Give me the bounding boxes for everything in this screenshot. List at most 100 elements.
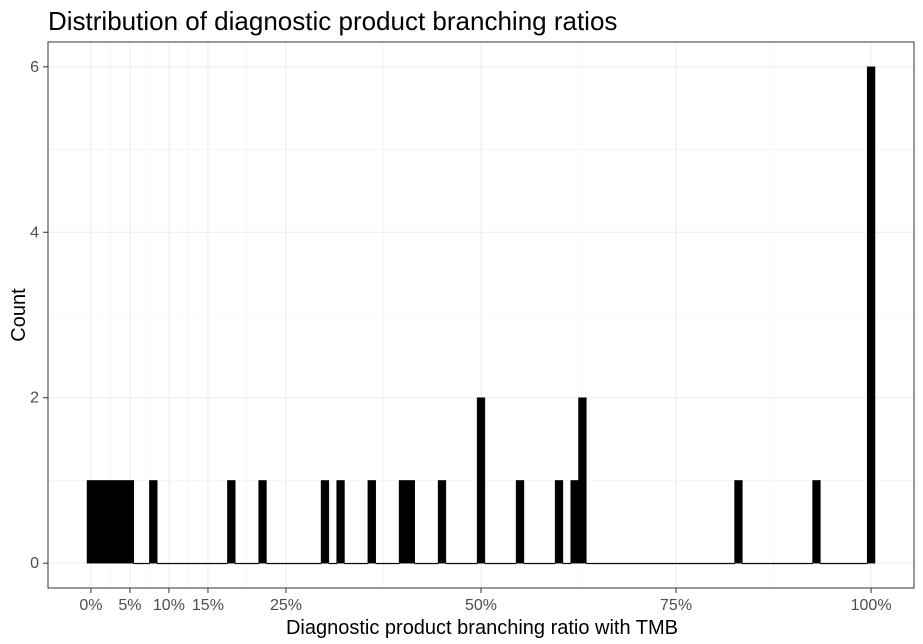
histogram-bar (500, 562, 509, 565)
histogram-bar (578, 397, 587, 564)
histogram-bar (375, 562, 384, 565)
histogram-bar (313, 562, 322, 565)
histogram-bar (632, 562, 642, 565)
histogram-bar (710, 562, 720, 565)
histogram-bar (593, 562, 603, 565)
histogram-bar (827, 562, 837, 565)
y-axis-ticks: 0 2 4 6 (30, 59, 48, 572)
histogram-bar (86, 480, 96, 564)
x-tick-label: 50% (465, 597, 497, 614)
histogram-bar (859, 562, 868, 565)
histogram-bar (679, 562, 688, 565)
histogram-bar (149, 480, 158, 564)
histogram-bar (492, 562, 501, 565)
chart-title: Distribution of diagnostic product branc… (48, 6, 617, 36)
histogram-bar (289, 562, 298, 565)
histogram-bar (437, 480, 447, 564)
histogram-bar (383, 562, 392, 565)
histogram-bar (305, 562, 314, 565)
histogram-bar (227, 480, 236, 564)
x-tick-label: 100% (851, 597, 892, 614)
histogram-bar (234, 562, 244, 565)
histogram-bar (110, 480, 119, 564)
histogram-bar (687, 562, 696, 565)
histogram-bar (656, 562, 665, 565)
histogram-bar (445, 562, 454, 565)
histogram-bar (219, 562, 228, 565)
histogram-bar (843, 562, 852, 565)
histogram-bar (835, 562, 845, 565)
histogram-bar (788, 562, 798, 565)
histogram-bar (664, 562, 673, 565)
histogram-bar (250, 562, 259, 565)
histogram-bar (320, 480, 330, 564)
histogram-bar (562, 562, 571, 565)
histogram-bar (515, 480, 525, 564)
histogram-bar (406, 480, 415, 564)
histogram-bar (765, 562, 774, 565)
histogram-bar (141, 562, 150, 565)
histogram-bar (547, 562, 556, 565)
histogram-bar (117, 480, 127, 564)
x-tick-label: 5% (118, 597, 141, 614)
x-axis-title: Diagnostic product branching ratio with … (286, 617, 678, 639)
histogram-bar (734, 480, 743, 564)
y-tick-label: 2 (30, 390, 39, 407)
histogram-bar (281, 562, 291, 565)
histogram-bar (336, 480, 345, 564)
x-tick-label: 15% (192, 597, 224, 614)
histogram-bar (773, 562, 782, 565)
x-tick-label: 10% (153, 597, 185, 614)
histogram-bar (242, 562, 252, 565)
histogram-bar (531, 562, 540, 565)
bars (86, 66, 876, 565)
histogram-bar (476, 397, 486, 564)
histogram-bar (461, 562, 470, 565)
x-axis-ticks: 0% 5% 10% 15% 25% 50% 75% 100% (79, 588, 892, 614)
histogram-bar (617, 562, 626, 565)
y-tick-label: 0 (30, 555, 39, 572)
histogram-bar (781, 562, 790, 565)
histogram-bar (718, 562, 728, 565)
histogram-bar (274, 562, 283, 565)
histogram-bar (453, 562, 462, 565)
x-tick-label: 0% (79, 597, 102, 614)
histogram-bar (164, 562, 174, 565)
histogram-bar (258, 480, 267, 564)
histogram-bar (102, 480, 111, 564)
histogram-bar (601, 562, 610, 565)
histogram-bar (398, 480, 408, 564)
histogram-bar (804, 562, 813, 565)
histogram-bar (297, 562, 306, 565)
histogram-bar (94, 480, 103, 564)
histogram-bar (391, 562, 400, 565)
histogram-bar (726, 562, 735, 565)
histogram-bar (125, 480, 135, 564)
histogram-bar (508, 562, 517, 565)
histogram-bar (866, 66, 876, 564)
x-tick-label: 75% (660, 597, 692, 614)
histogram-bar (539, 562, 548, 565)
histogram-bar (586, 562, 595, 565)
histogram-bar (352, 562, 361, 565)
histogram-bar (328, 562, 337, 565)
histogram-bar (422, 562, 431, 565)
y-tick-label: 6 (30, 59, 39, 76)
histogram-bar (414, 562, 423, 565)
histogram-bar (554, 480, 564, 564)
histogram-bar (211, 562, 220, 565)
histogram-bar (266, 562, 275, 565)
histogram-bar (812, 480, 821, 564)
y-tick-label: 4 (30, 224, 39, 241)
histogram-bar (469, 562, 478, 565)
histogram-bar (648, 562, 657, 565)
histogram-bar (757, 562, 767, 565)
histogram-bar (640, 562, 649, 565)
histogram-bar (796, 562, 806, 565)
histogram-bar (523, 562, 532, 565)
histogram-bar (172, 562, 181, 565)
histogram-bar (367, 480, 376, 564)
histogram-bar (359, 562, 369, 565)
histogram-bar (195, 562, 205, 565)
